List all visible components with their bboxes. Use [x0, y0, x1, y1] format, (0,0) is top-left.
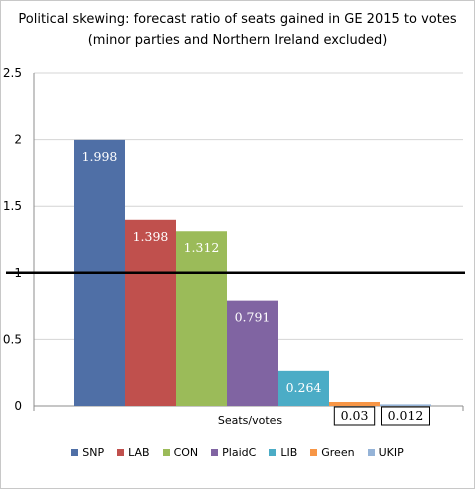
chart-legend: SNP LAB CON PlaidC LIB Green UKIP: [0, 446, 475, 459]
legend-swatch: [71, 449, 79, 456]
y-tick-label: 2: [14, 133, 22, 147]
legend-item-lab: LAB: [117, 446, 150, 459]
legend-item-plaidc: PlaidC: [211, 446, 256, 459]
legend-swatch: [367, 449, 375, 456]
legend-label: LAB: [128, 446, 150, 459]
y-tick-label: 0.5: [3, 332, 22, 346]
legend-swatch: [117, 449, 125, 456]
data-label-lib: 0.264: [286, 380, 322, 395]
legend-label: SNP: [82, 446, 105, 459]
legend-item-green: Green: [310, 446, 355, 459]
legend-label: Green: [321, 446, 355, 459]
bar-plaidc: [227, 300, 278, 406]
data-label-ukip: 0.012: [388, 408, 424, 423]
bar-lab: [125, 219, 176, 406]
bar-con: [176, 231, 227, 406]
legend-label: UKIP: [378, 446, 404, 459]
bar-lib: [278, 370, 329, 406]
legend-swatch: [162, 449, 170, 456]
legend-item-lib: LIB: [269, 446, 297, 459]
legend-label: CON: [173, 446, 199, 459]
bar-green: [329, 402, 380, 406]
x-axis-label: Seats/votes: [218, 414, 283, 427]
data-label-lab: 1.398: [133, 229, 169, 244]
legend-label: PlaidC: [222, 446, 257, 459]
legend-swatch: [269, 449, 277, 456]
legend-item-ukip: UKIP: [367, 446, 404, 459]
y-tick-label: 1.5: [3, 199, 22, 213]
bar-ukip: [380, 404, 431, 406]
chart-title: Political skewing: forecast ratio of sea…: [18, 12, 457, 27]
legend-item-snp: SNP: [71, 446, 104, 459]
data-label-box: [333, 406, 376, 426]
legend-item-con: CON: [162, 446, 199, 459]
legend-swatch: [310, 449, 318, 456]
data-label-plaidc: 0.791: [235, 310, 271, 325]
data-label-con: 1.312: [184, 240, 220, 255]
y-tick-label: 0: [14, 399, 22, 413]
legend-swatch: [211, 449, 219, 456]
data-label-green: 0.03: [341, 408, 369, 423]
chart-subtitle: (minor parties and Northern Ireland excl…: [87, 33, 388, 48]
data-label-box: [381, 406, 430, 426]
data-label-snp: 1.998: [82, 149, 118, 164]
y-tick-label: 2.5: [3, 66, 22, 80]
legend-label: LIB: [280, 446, 298, 459]
